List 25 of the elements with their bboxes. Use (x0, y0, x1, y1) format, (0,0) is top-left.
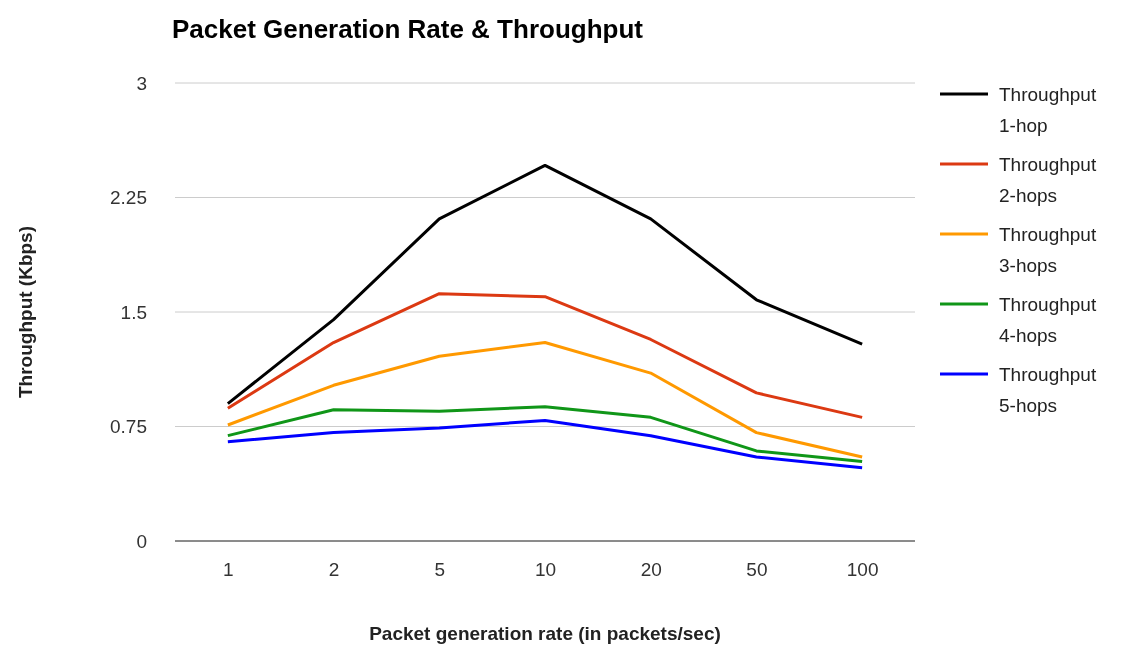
x-tick-label: 20 (640, 559, 662, 581)
x-tick-label: 2 (328, 559, 340, 581)
line-series (226, 163, 864, 406)
chart-title: Packet Generation Rate & Throughput (172, 14, 644, 44)
legend-label: Throughput 4-hops (999, 294, 1097, 346)
y-axis-title: Throughput (Kbps) (15, 225, 36, 399)
line-series (226, 292, 864, 419)
x-tick-label: 10 (534, 559, 557, 581)
x-tick-label: 100 (846, 559, 879, 581)
y-tick-label: 3 (136, 72, 147, 94)
line-series (226, 418, 864, 470)
y-tick-label: 1.5 (120, 301, 147, 323)
line-series (226, 341, 864, 459)
x-tick-label: 5 (434, 559, 446, 581)
legend-label: Throughput 2-hops (999, 154, 1097, 206)
x-tick-label: 50 (746, 559, 768, 581)
legend-label: Throughput 1-hop (999, 84, 1097, 136)
x-axis-title: Packet generation rate (in packets/sec) (369, 623, 721, 644)
x-tick-label: 1 (223, 559, 234, 581)
legend-label: Throughput 5-hops (999, 364, 1097, 416)
y-tick-label: 2.25 (110, 187, 147, 209)
y-tick-label: 0 (136, 530, 147, 552)
y-tick-label: 0.75 (110, 416, 147, 438)
line-series (226, 405, 864, 464)
legend-label: Throughput 3-hops (999, 224, 1097, 276)
